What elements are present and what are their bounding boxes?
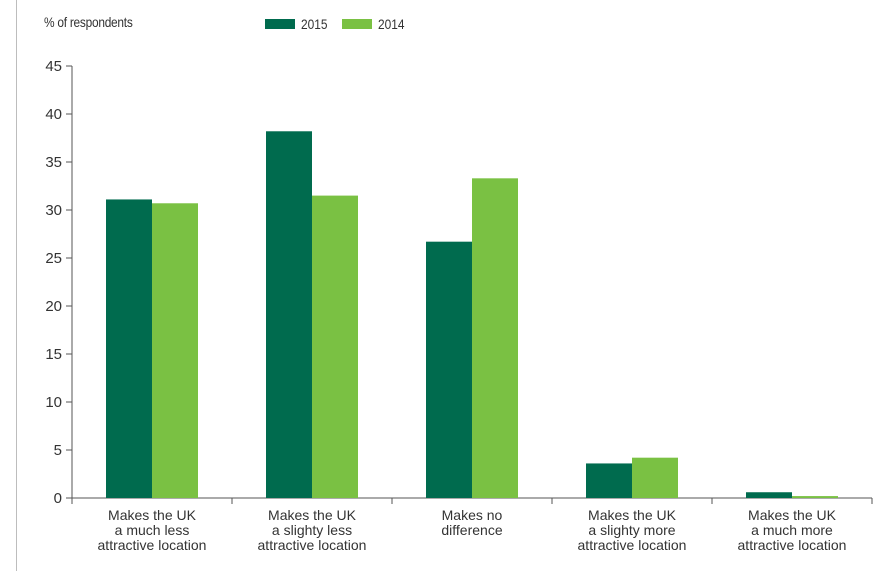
x-tick-label: Makes the UK a much more attractive locati… xyxy=(738,507,847,553)
legend-label-2014: 2014 xyxy=(378,16,405,32)
x-tick-label-line: Makes the UK xyxy=(108,507,197,523)
left-divider xyxy=(16,0,17,571)
x-tick-label: Makes the UK a slighty less attractive loc… xyxy=(258,507,367,553)
y-axis-title: % of respondents xyxy=(44,14,133,30)
bar-2015-0 xyxy=(106,199,152,498)
x-tick-label-line: Makes the UK xyxy=(588,507,677,523)
y-tick-label: 45 xyxy=(45,58,62,75)
y-tick-label: 40 xyxy=(45,106,62,123)
legend-swatch-2015 xyxy=(265,19,295,29)
bar-2015-3 xyxy=(586,463,632,498)
y-tick-label: 20 xyxy=(45,298,62,315)
legend: 2015 2014 xyxy=(265,14,409,34)
bar-2014-1 xyxy=(312,195,358,498)
x-tick-label-line: a slighty more xyxy=(588,522,675,538)
legend-label-2015: 2015 xyxy=(301,16,328,32)
bar-2014-2 xyxy=(472,178,518,498)
x-tick-label-line: a much less xyxy=(115,522,190,538)
x-tick-label-line: Makes the UK xyxy=(268,507,357,523)
bar-2014-3 xyxy=(632,457,678,498)
x-tick-label-line: a much more xyxy=(751,522,833,538)
x-tick-label: Makes the UK a slighty more attractive loc… xyxy=(578,507,687,553)
bar-2015-1 xyxy=(266,131,312,498)
y-tick-label: 30 xyxy=(45,202,62,219)
legend-item-2015: 2015 xyxy=(265,16,332,32)
x-tick-label: Makes no difference xyxy=(441,507,502,538)
bar-2014-0 xyxy=(152,203,198,498)
x-tick-label-line: attractive location xyxy=(258,537,367,553)
bar-2014-4 xyxy=(792,496,838,498)
x-tick-label-line: attractive location xyxy=(738,537,847,553)
y-tick-label: 5 xyxy=(54,442,62,459)
bar-2015-2 xyxy=(426,241,472,498)
x-tick-label-line: a slighty less xyxy=(272,522,352,538)
x-tick-label-line: Makes the UK xyxy=(748,507,837,523)
y-tick-label: 0 xyxy=(54,490,62,507)
x-tick-label-line: attractive location xyxy=(578,537,687,553)
legend-swatch-2014 xyxy=(342,19,373,29)
y-tick-label: 15 xyxy=(45,346,62,363)
x-tick-label-line: difference xyxy=(441,522,502,538)
x-tick-label: Makes the UK a much less attractive locati… xyxy=(98,507,207,553)
y-tick-label: 10 xyxy=(45,394,62,411)
y-tick-label: 35 xyxy=(45,154,62,171)
legend-item-2014: 2014 xyxy=(342,16,409,32)
y-tick-label: 25 xyxy=(45,250,62,267)
x-tick-label-line: attractive location xyxy=(98,537,207,553)
x-tick-label-line: Makes no xyxy=(442,507,503,523)
bar-2015-4 xyxy=(746,492,792,498)
